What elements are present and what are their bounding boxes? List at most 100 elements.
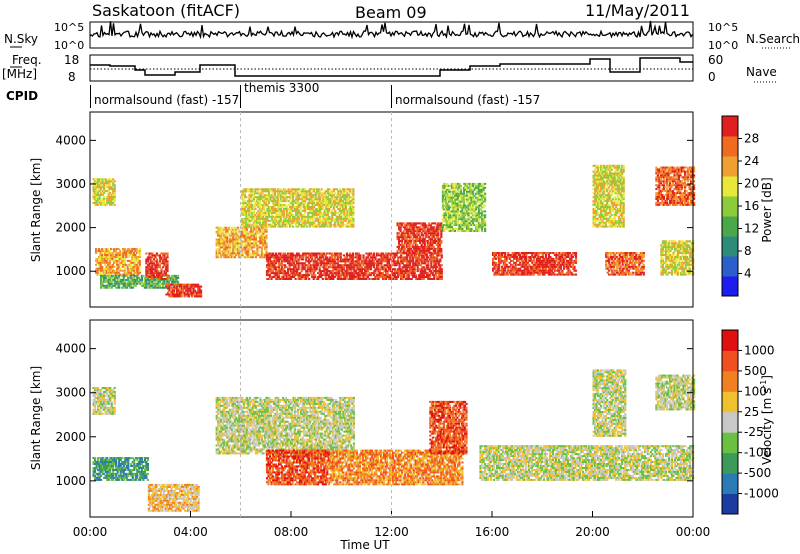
echo-cell	[453, 190, 456, 193]
echo-cell	[284, 254, 287, 257]
echo-cell	[504, 265, 507, 268]
echo-cell	[164, 262, 168, 265]
echo-cell	[95, 190, 98, 193]
echo-cell	[98, 263, 101, 266]
echo-cell	[271, 260, 275, 263]
echo-cell	[238, 254, 241, 257]
echo-cell	[233, 228, 236, 231]
echo-cell	[369, 274, 373, 277]
echo-cell	[300, 258, 303, 261]
echo-cell	[341, 196, 344, 199]
echo-cell	[245, 217, 248, 220]
echo-cell	[391, 270, 394, 273]
echo-cell	[232, 254, 235, 257]
echo-cell	[335, 254, 338, 257]
echo-cell	[429, 230, 432, 233]
echo-cell	[347, 202, 350, 205]
echo-cell	[230, 238, 233, 241]
echo-cell	[435, 251, 438, 254]
echo-cell	[236, 240, 239, 243]
echo-cell	[320, 204, 323, 206]
echo-cell	[270, 260, 273, 263]
echo-cell	[341, 225, 344, 228]
echo-cell	[296, 260, 299, 263]
echo-cell	[251, 230, 254, 233]
echo-cell	[267, 215, 271, 218]
echo-cell	[95, 267, 98, 270]
echo-cell	[115, 280, 118, 283]
echo-cell	[97, 190, 100, 193]
echo-cell	[140, 278, 143, 281]
echo-cell	[293, 206, 296, 208]
echo-cell	[108, 269, 111, 272]
echo-cell	[177, 291, 180, 294]
echo-cell	[311, 208, 314, 210]
echo-cell	[334, 213, 337, 216]
echo-cell	[267, 192, 271, 195]
echo-cell	[175, 285, 179, 288]
echo-cell	[455, 194, 458, 197]
echo-cell	[223, 248, 226, 251]
echo-cell	[236, 234, 239, 237]
echo-cell	[151, 252, 154, 255]
echo-cell	[385, 264, 388, 267]
echo-cell	[421, 268, 424, 271]
echo-cell	[306, 270, 309, 273]
echo-cell	[178, 283, 182, 286]
echo-cell	[422, 258, 425, 261]
echo-cell	[290, 209, 293, 212]
echo-cell	[113, 261, 116, 264]
echo-cell	[405, 245, 408, 248]
echo-cell	[293, 262, 296, 265]
echo-cell	[146, 282, 149, 285]
echo-cell	[329, 225, 332, 228]
echo-region	[92, 178, 116, 206]
echo-cell	[286, 208, 289, 210]
echo-cell	[247, 240, 250, 243]
echo-cell	[428, 244, 431, 246]
echo-cell	[414, 234, 417, 237]
echo-cell	[317, 202, 320, 205]
echo-cell	[160, 252, 163, 255]
freq-tick-lo: 8	[68, 70, 76, 84]
echo-cell	[296, 208, 299, 210]
echo-cell	[288, 262, 291, 265]
echo-cell	[402, 247, 405, 250]
echo-cell	[290, 190, 293, 193]
echo-cell	[283, 217, 286, 220]
echo-region	[492, 252, 578, 276]
echo-cell	[229, 250, 232, 253]
echo-cell	[157, 274, 160, 277]
echo-cell	[112, 180, 115, 183]
echo-cell	[391, 256, 394, 259]
echo-cell	[303, 268, 306, 271]
echo-cell	[267, 206, 271, 208]
echo-cell	[474, 224, 478, 227]
echo-cell	[294, 258, 297, 261]
echo-cell	[413, 264, 416, 267]
echo-cell	[296, 211, 299, 214]
echo-cell	[128, 273, 131, 276]
echo-cell	[495, 254, 498, 256]
echo-cell	[107, 278, 110, 281]
echo-cell	[301, 190, 304, 193]
echo-cell	[349, 196, 352, 199]
echo-cell	[311, 217, 314, 220]
echo-cell	[128, 252, 131, 254]
echo-cell	[252, 190, 255, 193]
echo-cell	[95, 271, 98, 274]
echo-cell	[344, 208, 347, 210]
echo-cell	[473, 198, 476, 201]
echo-cell	[104, 284, 107, 287]
echo-cell	[410, 274, 413, 277]
echo-cell	[338, 200, 341, 203]
echo-cell	[332, 223, 335, 226]
echo-cell	[171, 287, 174, 290]
echo-cell	[502, 269, 505, 272]
echo-cell	[125, 250, 128, 253]
echo-cell	[380, 268, 383, 271]
echo-cell	[258, 219, 261, 222]
echo-cell	[116, 280, 119, 283]
echo-cell	[194, 285, 197, 288]
echo-cell	[163, 282, 166, 285]
